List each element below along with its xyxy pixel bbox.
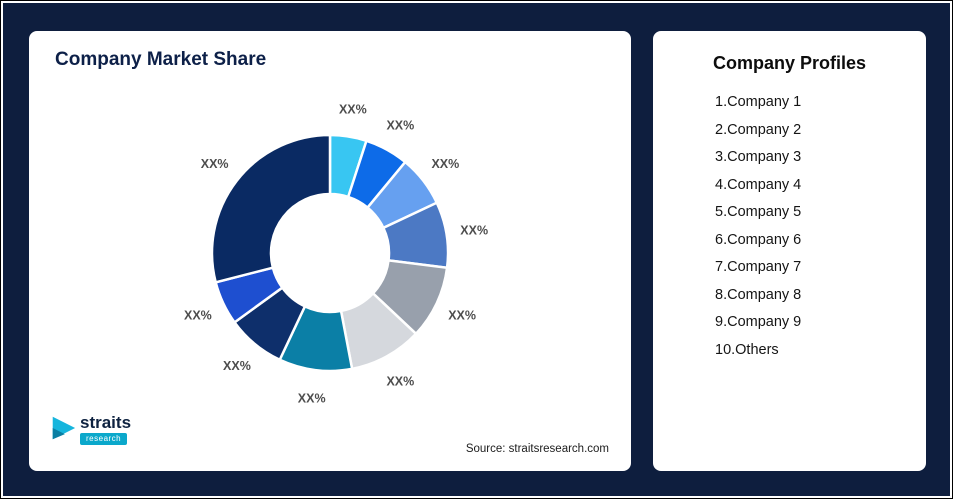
segment-label-5: XX% <box>448 309 476 323</box>
logo-name: straits <box>80 413 132 432</box>
segment-label-8: XX% <box>223 359 251 373</box>
company-profiles-list: 1.Company 1 2.Company 2 3.Company 3 4.Compa… <box>653 94 926 358</box>
segment-label-4: XX% <box>460 224 488 238</box>
profile-item: 9.Company 9 <box>715 314 802 330</box>
profile-item: 6.Company 6 <box>715 231 802 248</box>
market-share-card: Company Market Share XX% XX% XX% XX% XX% XX% X… <box>29 31 631 471</box>
profile-item: 1.Company 1 <box>715 94 802 110</box>
logo-subtitle: research <box>80 433 128 445</box>
segment-label-3: XX% <box>431 157 459 171</box>
segment-label-2: XX% <box>386 119 414 133</box>
profile-item: 4.Company 4 <box>715 176 802 193</box>
profile-item: 7.Company 7 <box>715 259 802 275</box>
segment-label-9: XX% <box>184 309 212 323</box>
source-text: Source: straitsresearch.com <box>465 443 609 455</box>
donut-segment-10 <box>210 133 332 284</box>
company-profiles-title: Company Profiles <box>712 53 867 73</box>
segment-label-1: XX% <box>339 102 367 116</box>
straits-research-logo: straits research <box>49 414 131 447</box>
profile-item: 8.Company 8 <box>715 286 802 303</box>
profile-item: 5.Company 5 <box>715 204 802 220</box>
logo-text: straits research <box>80 414 131 445</box>
profile-item: 2.Company 2 <box>715 121 802 138</box>
straits-arrow-icon <box>49 414 77 447</box>
chart-title: Company Market Share <box>55 49 267 70</box>
profile-item: 10.Others <box>715 341 779 358</box>
profile-item: 3.Company 3 <box>715 149 802 165</box>
company-profiles-card: Company Profiles 1.Company 1 2.Company 2 3… <box>653 31 926 471</box>
segment-label-7: XX% <box>298 391 326 405</box>
donut-chart: XX% XX% XX% XX% XX% XX% XX% XX% XX% XX% <box>184 102 488 405</box>
segment-label-10: XX% <box>201 157 229 171</box>
segment-label-6: XX% <box>386 374 414 388</box>
